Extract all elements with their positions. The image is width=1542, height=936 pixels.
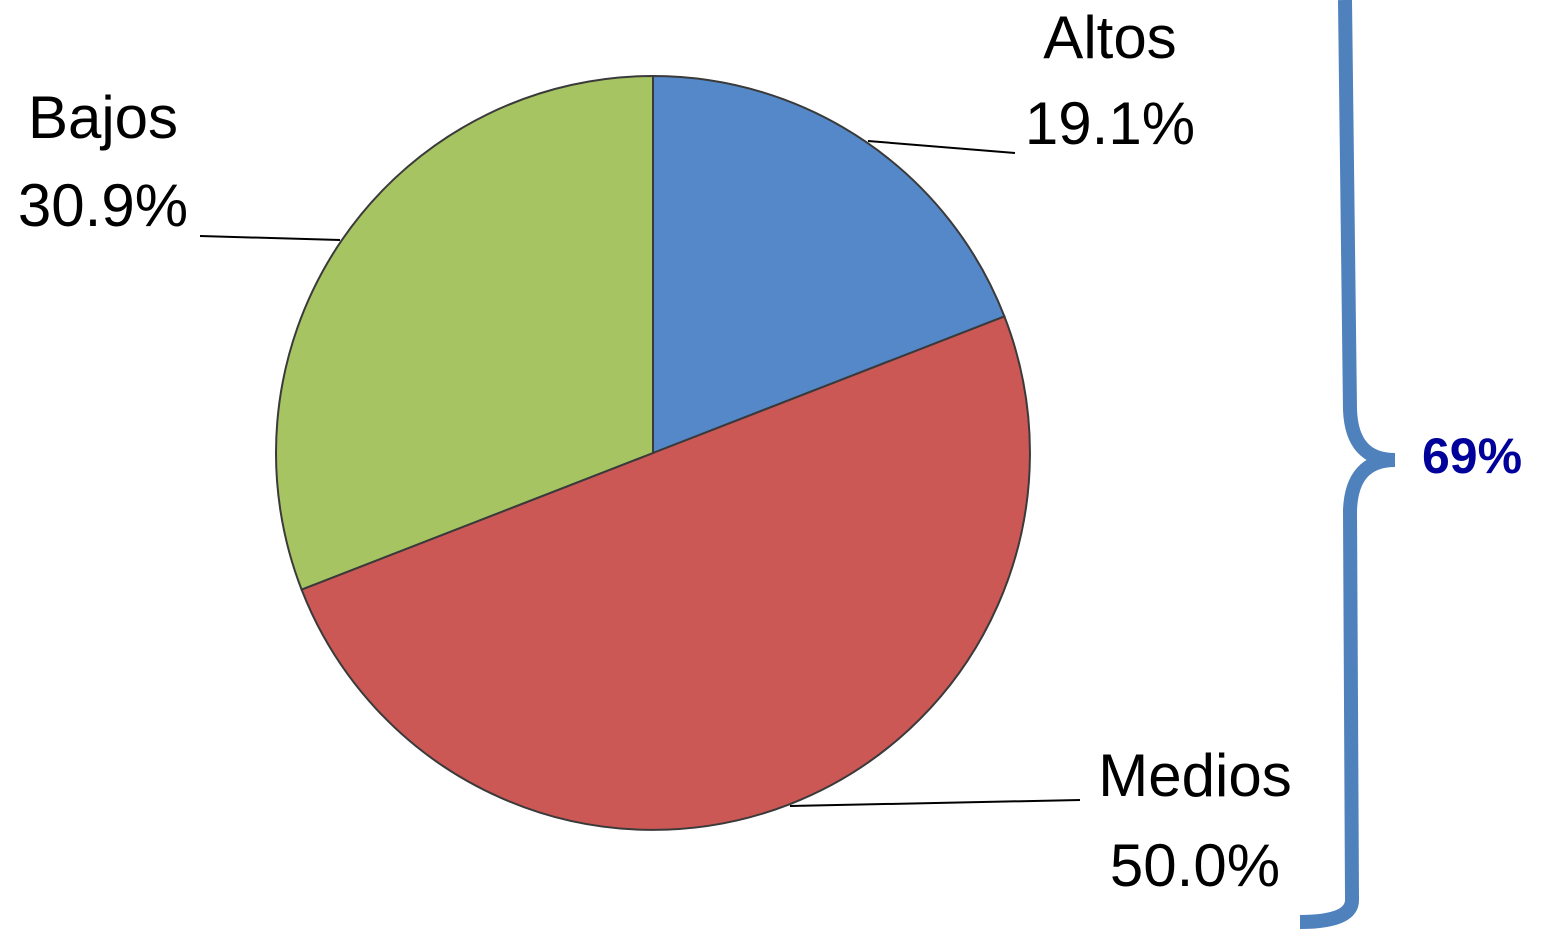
category-label: Medios	[1098, 742, 1291, 809]
leader-line	[867, 140, 1016, 154]
pie-slice	[300, 315, 1031, 831]
value-label: 19.1%	[1025, 90, 1195, 157]
leader-line	[789, 799, 1081, 807]
brace	[1299, 0, 1396, 929]
annotation: 69%	[1422, 428, 1522, 484]
leader-line	[199, 235, 341, 241]
pie-slice	[652, 74, 1006, 455]
category-label: Bajos	[28, 84, 178, 151]
pie-slice	[275, 74, 654, 591]
value-label: 30.9%	[18, 172, 188, 239]
value-label: 50.0%	[1110, 832, 1280, 899]
category-label: Altos	[1043, 4, 1176, 71]
